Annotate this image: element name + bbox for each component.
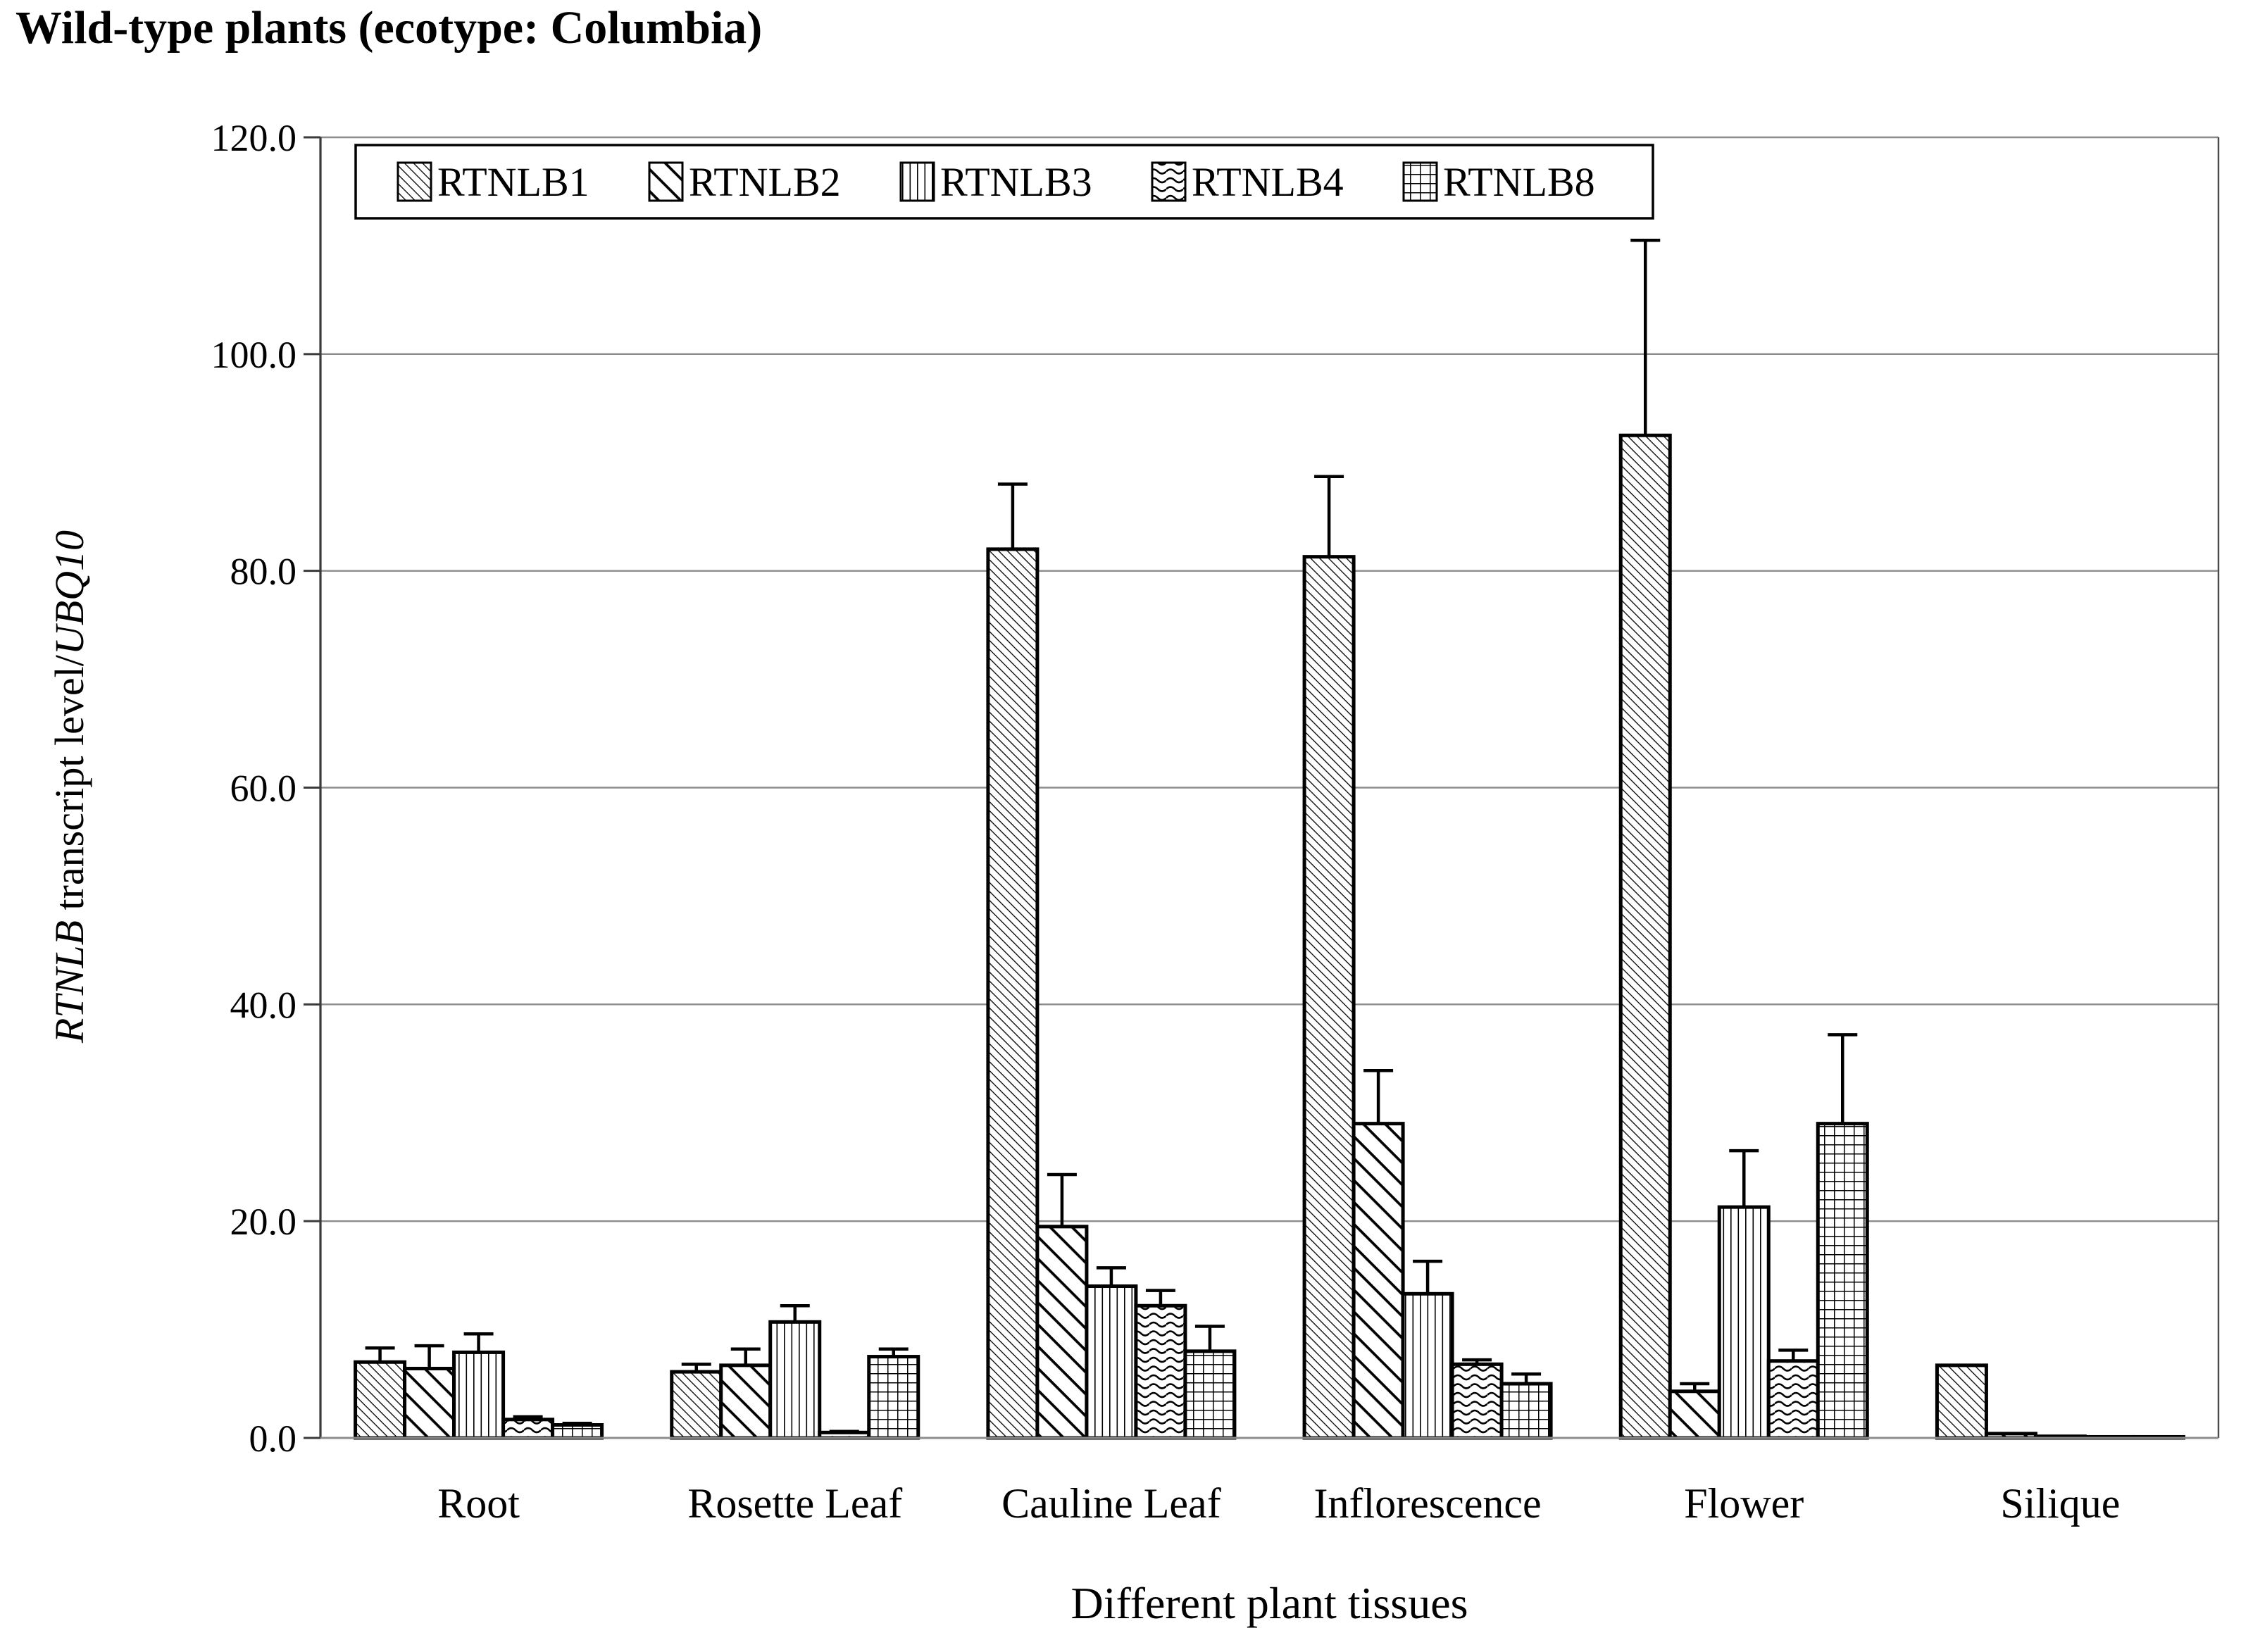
bar-rtnlb1-root — [354, 1360, 407, 1440]
bar-rtnlb8-root — [551, 1423, 604, 1440]
bar-rtnlb4-cauline-leaf — [1134, 1303, 1187, 1440]
y-tick-label: 120.0 — [211, 117, 297, 159]
bar-rtnlb2-cauline-leaf — [1035, 1225, 1089, 1440]
y-tick-label: 0.0 — [249, 1418, 297, 1460]
bar-rtnlb1-cauline-leaf — [986, 547, 1040, 1440]
bar-rtnlb8-rosette-leaf — [867, 1355, 920, 1440]
category-label: Silique — [2000, 1480, 2120, 1527]
axis-tick-labels: Root Rosette Leaf Cauline Leaf Inflorescenc… — [211, 117, 2121, 1527]
y-tick-label: 20.0 — [230, 1201, 297, 1243]
bar-rtnlb2-root — [403, 1366, 456, 1440]
y-tick-label: 40.0 — [230, 984, 297, 1026]
bar-rtnlb8-cauline-leaf — [1183, 1349, 1237, 1440]
bar-rtnlb8-flower — [1816, 1122, 1869, 1440]
bar-rtnlb8-inflorescence — [1499, 1382, 1553, 1440]
error-bars — [365, 238, 1858, 1434]
legend-swatch-rtnlb4 — [1151, 161, 1187, 202]
bar-rtnlb1-rosette-leaf — [670, 1370, 723, 1440]
bar-rtnlb2-inflorescence — [1352, 1122, 1405, 1440]
y-tick-label: 100.0 — [211, 334, 297, 376]
legend-label-rtnlb2: RTNLB2 — [689, 159, 841, 205]
bar-rtnlb3-rosette-leaf — [768, 1320, 822, 1440]
legend: RTNLB1 RTNLB2 RTNLB3 RTNLB4 RTNLB8 — [354, 144, 1654, 220]
x-axis-label: Different plant tissues — [1070, 1578, 1468, 1628]
bar-rtnlb1-silique — [1935, 1363, 1988, 1440]
legend-swatch-rtnlb8 — [1402, 161, 1438, 202]
bar-rtnlb1-inflorescence — [1302, 555, 1356, 1440]
bar-rtnlb4-root — [501, 1418, 555, 1440]
category-label: Flower — [1684, 1480, 1804, 1527]
bar-rtnlb3-root — [452, 1350, 506, 1440]
bar-rtnlb3-flower — [1717, 1205, 1771, 1440]
category-label: Cauline Leaf — [1001, 1480, 1221, 1527]
legend-label-rtnlb8: RTNLB8 — [1443, 159, 1595, 205]
legend-label-rtnlb3: RTNLB3 — [940, 159, 1092, 205]
legend-swatch-rtnlb1 — [397, 161, 432, 202]
bar-rtnlb2-rosette-leaf — [719, 1363, 773, 1440]
bar-rtnlb1-flower — [1618, 433, 1672, 1440]
bar-rtnlb3-cauline-leaf — [1085, 1284, 1138, 1440]
bar-rtnlb3-inflorescence — [1401, 1291, 1454, 1440]
y-tick-label: 80.0 — [230, 551, 297, 593]
gridlines — [320, 136, 2220, 1438]
bars — [354, 433, 2185, 1440]
bar-rtnlb4-inflorescence — [1450, 1362, 1504, 1440]
chart-title: Wild-type plants (ecotype: Columbia) — [15, 2, 763, 54]
bar-rtnlb4-flower — [1766, 1359, 1820, 1440]
category-label: Rosette Leaf — [687, 1480, 902, 1527]
legend-swatch-rtnlb3 — [899, 161, 935, 202]
category-label: Root — [437, 1480, 520, 1527]
category-label: Inflorescence — [1314, 1480, 1542, 1527]
axes — [304, 136, 2218, 1439]
legend-swatch-rtnlb2 — [648, 161, 684, 202]
y-tick-label: 60.0 — [230, 768, 297, 810]
legend-label-rtnlb1: RTNLB1 — [437, 159, 589, 205]
bar-rtnlb2-flower — [1668, 1389, 1721, 1440]
legend-label-rtnlb4: RTNLB4 — [1192, 159, 1344, 205]
